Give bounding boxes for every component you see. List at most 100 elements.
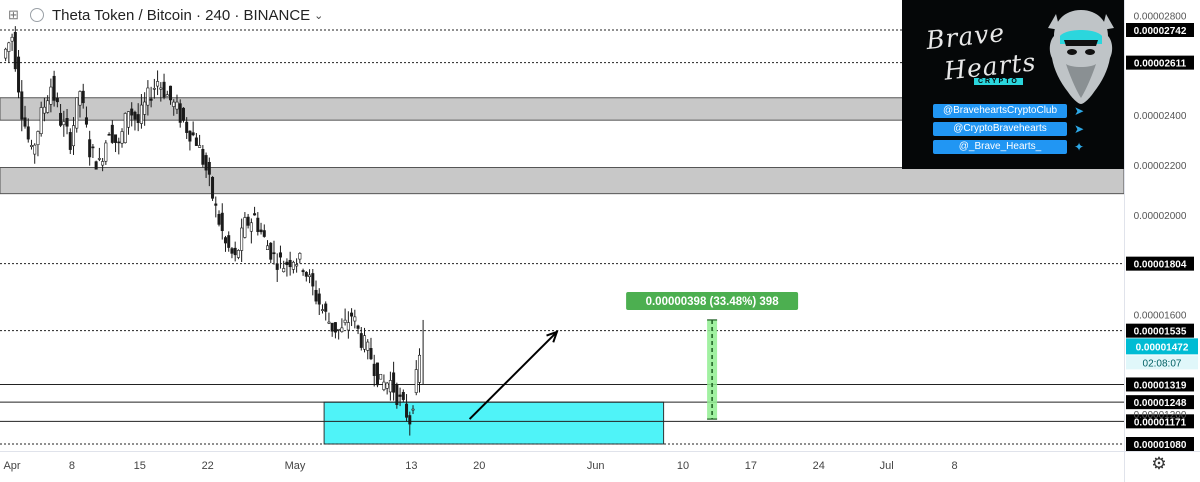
candle-down <box>84 117 88 125</box>
countdown-tag <box>1126 355 1198 370</box>
candle-up <box>97 158 101 160</box>
candle-down <box>94 161 98 170</box>
telegram-icon: ➤ <box>1074 122 1085 136</box>
time-tick-label: 24 <box>813 460 825 472</box>
gear-icon[interactable]: ⚙ <box>1151 454 1167 473</box>
support-zone <box>323 401 665 445</box>
candle-up <box>379 373 383 380</box>
candle-down <box>317 293 321 305</box>
candle-up <box>363 335 367 350</box>
candle-down <box>65 118 69 127</box>
candle-down <box>130 108 134 116</box>
chevron-down-icon[interactable]: ⌄ <box>314 9 324 22</box>
measure-label-bg <box>626 291 799 310</box>
candle-down <box>178 103 182 123</box>
time-tick-label: 20 <box>473 460 485 472</box>
symbol-title[interactable]: Theta Token / Bitcoin · 240 · BINANCE <box>52 6 311 24</box>
candle-down <box>136 114 140 123</box>
candle-up <box>120 131 124 144</box>
price-tick-label: 0.00002000 <box>1134 211 1187 222</box>
candle-up <box>295 264 299 267</box>
logo-brand-line1: Brave <box>924 17 1007 56</box>
candle-down <box>81 90 85 104</box>
price-tick-label: 0.00002400 <box>1134 111 1187 122</box>
social-telegram-bravehearts[interactable]: @CryptoBravehearts <box>933 122 1067 136</box>
time-axis[interactable]: Apr 8 15 22 May 13 20 Jun 10 17 24 Jul 8 <box>3 460 957 472</box>
candle-down <box>330 322 334 332</box>
price-tick-label: 0.00002200 <box>1134 161 1187 172</box>
candle-up <box>62 121 66 126</box>
candle-up <box>29 145 33 147</box>
level-price-label: 0.00001171 <box>1134 417 1187 428</box>
candle-down <box>52 75 56 101</box>
candle-up <box>49 86 53 105</box>
candle-down <box>169 85 173 101</box>
level-price-tag <box>1126 256 1194 271</box>
candle-down <box>201 149 205 165</box>
time-tick-label: 13 <box>405 460 417 472</box>
candle-down <box>369 348 373 360</box>
candle-up <box>353 316 357 322</box>
candle-down <box>356 325 360 329</box>
candle-down <box>214 203 218 206</box>
candle-down <box>88 139 92 158</box>
time-tick-label: 8 <box>952 460 958 472</box>
candle-down <box>392 372 396 393</box>
candle-down <box>259 229 263 233</box>
candle-up <box>33 144 37 155</box>
candle-up <box>75 97 79 129</box>
candle-up <box>414 369 418 393</box>
telegram-icon: ➤ <box>1074 104 1085 118</box>
candle-up <box>42 106 46 114</box>
candle-up <box>78 91 82 106</box>
time-tick-label: Apr <box>3 460 20 472</box>
candle-down <box>311 273 315 287</box>
candle-down <box>304 272 308 277</box>
candle-up <box>165 94 169 97</box>
level-price-label: 0.00002611 <box>1134 59 1187 70</box>
candle-down <box>272 252 276 255</box>
price-axis[interactable]: 0.00002742 0.00002611 0.00001804 0.00001535… <box>1126 12 1198 451</box>
current-price-label: 0.00001472 <box>1136 342 1189 353</box>
time-tick-label: May <box>285 460 306 472</box>
candle-down <box>91 146 95 149</box>
candle-up <box>266 245 270 251</box>
expand-icon[interactable]: ⊞ <box>8 7 19 22</box>
level-price-label: 0.00001804 <box>1134 260 1187 271</box>
candle-down <box>55 97 59 103</box>
social-twitter[interactable]: @_Brave_Hearts_ <box>933 140 1067 154</box>
candle-down <box>217 214 221 225</box>
candle-up <box>291 261 295 270</box>
chart-header[interactable]: ⊞ Theta Token / Bitcoin · 240 · BINANCE … <box>0 0 323 30</box>
projection-arrow-head <box>546 330 559 343</box>
candle-up <box>36 131 40 146</box>
countdown-label: 02:08:07 <box>1143 358 1182 369</box>
measure-label: 0.00000398 (33.48%) 398 <box>646 296 780 308</box>
time-tick-label: 10 <box>677 460 689 472</box>
candle-up <box>385 382 389 389</box>
candle-down <box>26 126 30 140</box>
candle-up <box>123 113 127 144</box>
candle-down <box>220 212 224 232</box>
time-tick-label: 8 <box>69 460 75 472</box>
resistance-zone <box>0 167 1125 195</box>
level-price-label: 0.00001319 <box>1134 380 1187 391</box>
level-price-tag <box>1126 377 1194 392</box>
level-price-label: 0.00002742 <box>1134 26 1187 37</box>
candle-down <box>230 248 234 254</box>
social-telegram-club[interactable]: @BraveheartsCryptoClub <box>933 104 1067 118</box>
candle-up <box>236 250 240 258</box>
candle-down <box>324 303 328 312</box>
candle-up <box>156 81 160 87</box>
level-price-tag <box>1126 55 1194 70</box>
candle-down <box>333 322 337 333</box>
candle-up <box>282 268 286 273</box>
time-tick-label: 22 <box>202 460 214 472</box>
candle-down <box>223 237 227 244</box>
candle-up <box>143 101 147 115</box>
candle-down <box>350 312 354 317</box>
level-price-label: 0.00001535 <box>1134 327 1187 338</box>
candle-up <box>39 107 43 134</box>
time-tick-label: 17 <box>745 460 757 472</box>
candle-down <box>207 161 211 175</box>
